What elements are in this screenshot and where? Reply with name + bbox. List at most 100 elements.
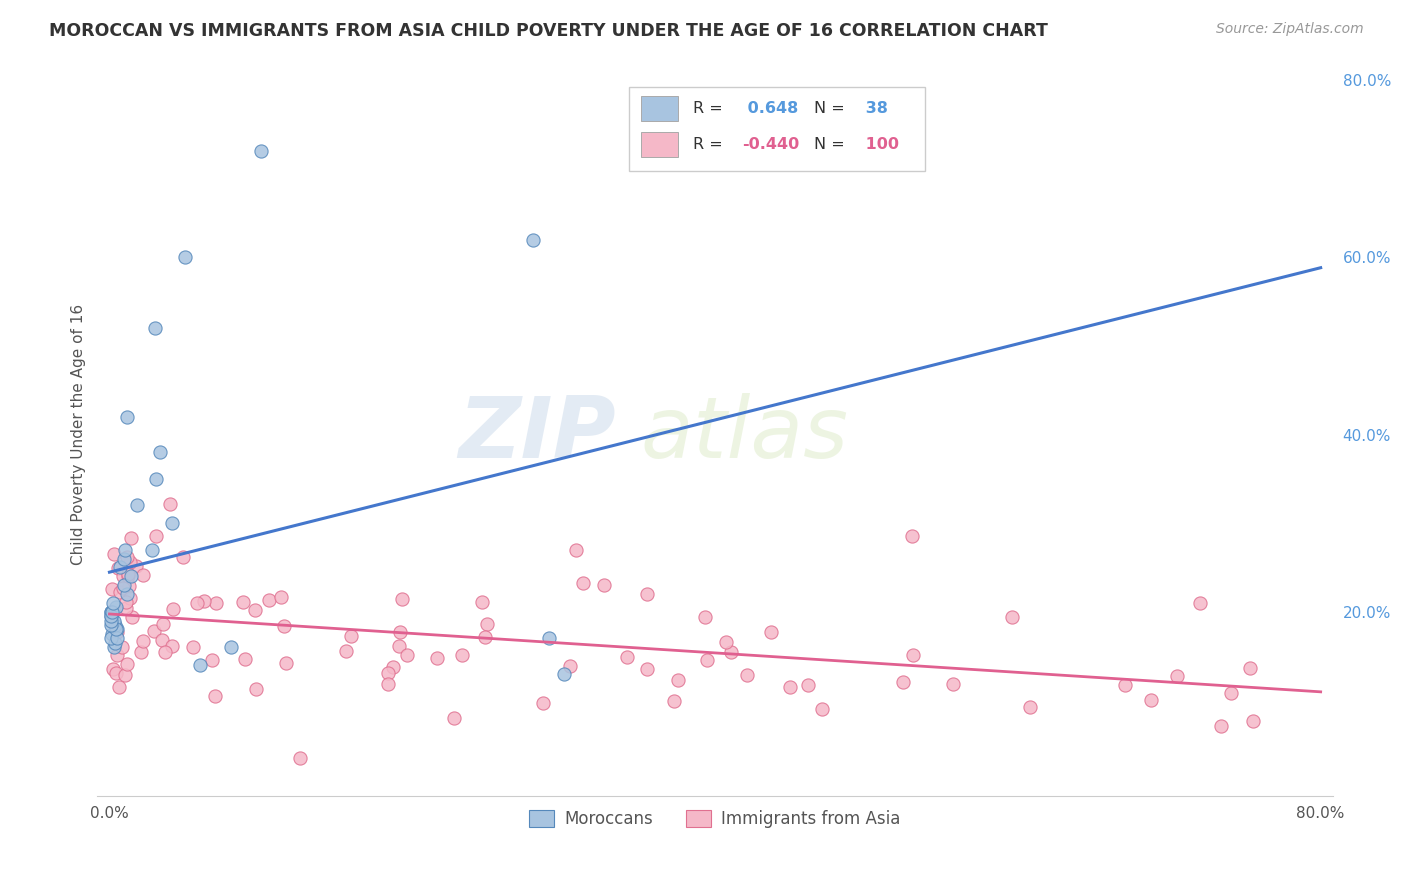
Text: N =: N =: [814, 137, 849, 152]
Point: [115, 550, 138, 565]
Point: [942, 677, 965, 691]
Point: [290, 751, 312, 765]
Point: [103, 596, 125, 610]
Point: [121, 610, 143, 624]
Point: [382, 659, 405, 673]
Point: [100, 605, 122, 619]
Point: [1019, 700, 1042, 714]
Point: [522, 233, 544, 247]
Point: [112, 569, 135, 583]
Point: [105, 648, 128, 662]
Point: [101, 627, 124, 641]
Point: [811, 702, 834, 716]
Point: [1239, 661, 1261, 675]
Point: [120, 569, 142, 583]
Point: [115, 587, 138, 601]
Point: [160, 639, 183, 653]
Text: MOROCCAN VS IMMIGRANTS FROM ASIA CHILD POVERTY UNDER THE AGE OF 16 CORRELATION C: MOROCCAN VS IMMIGRANTS FROM ASIA CHILD P…: [49, 22, 1047, 40]
Point: [387, 639, 409, 653]
Point: [115, 601, 138, 615]
Point: [114, 542, 136, 557]
Point: [100, 609, 122, 624]
Point: [714, 635, 737, 649]
Point: [276, 657, 298, 671]
Point: [143, 321, 166, 335]
Point: [150, 632, 173, 647]
Point: [118, 579, 141, 593]
Point: [115, 657, 138, 671]
Point: [571, 576, 593, 591]
Point: [100, 632, 122, 646]
Point: [118, 591, 141, 606]
Point: [257, 593, 280, 607]
Point: [636, 587, 658, 601]
Point: [104, 636, 127, 650]
Point: [174, 250, 197, 264]
Point: [426, 650, 449, 665]
Text: Source: ZipAtlas.com: Source: ZipAtlas.com: [1216, 22, 1364, 37]
Point: [105, 666, 128, 681]
Point: [131, 634, 153, 648]
Point: [132, 567, 155, 582]
Point: [103, 640, 125, 655]
Point: [112, 578, 135, 592]
Point: [111, 640, 134, 655]
Point: [105, 623, 128, 637]
Point: [377, 677, 399, 691]
Text: R =: R =: [693, 101, 728, 116]
Point: [1166, 669, 1188, 683]
Point: [474, 630, 496, 644]
Text: ZIP: ZIP: [458, 393, 616, 476]
Point: [616, 650, 638, 665]
Point: [117, 569, 139, 583]
Point: [155, 645, 177, 659]
Point: [662, 694, 685, 708]
Point: [107, 561, 129, 575]
Point: [560, 659, 582, 673]
Point: [160, 516, 183, 530]
Point: [114, 668, 136, 682]
Point: [666, 673, 689, 688]
FancyBboxPatch shape: [641, 96, 678, 120]
Point: [145, 472, 167, 486]
Point: [335, 643, 357, 657]
Point: [105, 625, 128, 640]
Point: [100, 618, 122, 632]
Point: [100, 614, 122, 628]
Point: [204, 690, 226, 704]
Point: [553, 666, 575, 681]
Point: [759, 624, 782, 639]
Point: [593, 577, 616, 591]
FancyBboxPatch shape: [628, 87, 925, 170]
Point: [720, 644, 742, 658]
Point: [477, 616, 499, 631]
Point: [100, 605, 122, 619]
Point: [162, 602, 184, 616]
Text: 38: 38: [859, 101, 887, 116]
Point: [104, 623, 127, 637]
Point: [1188, 596, 1211, 610]
Point: [471, 594, 494, 608]
Point: [891, 675, 914, 690]
Point: [1243, 714, 1265, 729]
Point: [232, 595, 254, 609]
Text: R =: R =: [693, 137, 728, 152]
Point: [105, 632, 128, 646]
Point: [181, 640, 204, 655]
Point: [1211, 719, 1233, 733]
Text: atlas: atlas: [641, 393, 849, 476]
Point: [100, 605, 122, 619]
Point: [233, 652, 256, 666]
Point: [112, 551, 135, 566]
Text: N =: N =: [814, 101, 849, 116]
Point: [531, 696, 554, 710]
Point: [1220, 686, 1243, 700]
Point: [201, 653, 224, 667]
Point: [104, 618, 127, 632]
Text: -0.440: -0.440: [742, 137, 800, 152]
Point: [537, 632, 560, 646]
Point: [120, 531, 142, 545]
Point: [142, 624, 165, 639]
Point: [117, 567, 139, 582]
Point: [391, 592, 413, 607]
